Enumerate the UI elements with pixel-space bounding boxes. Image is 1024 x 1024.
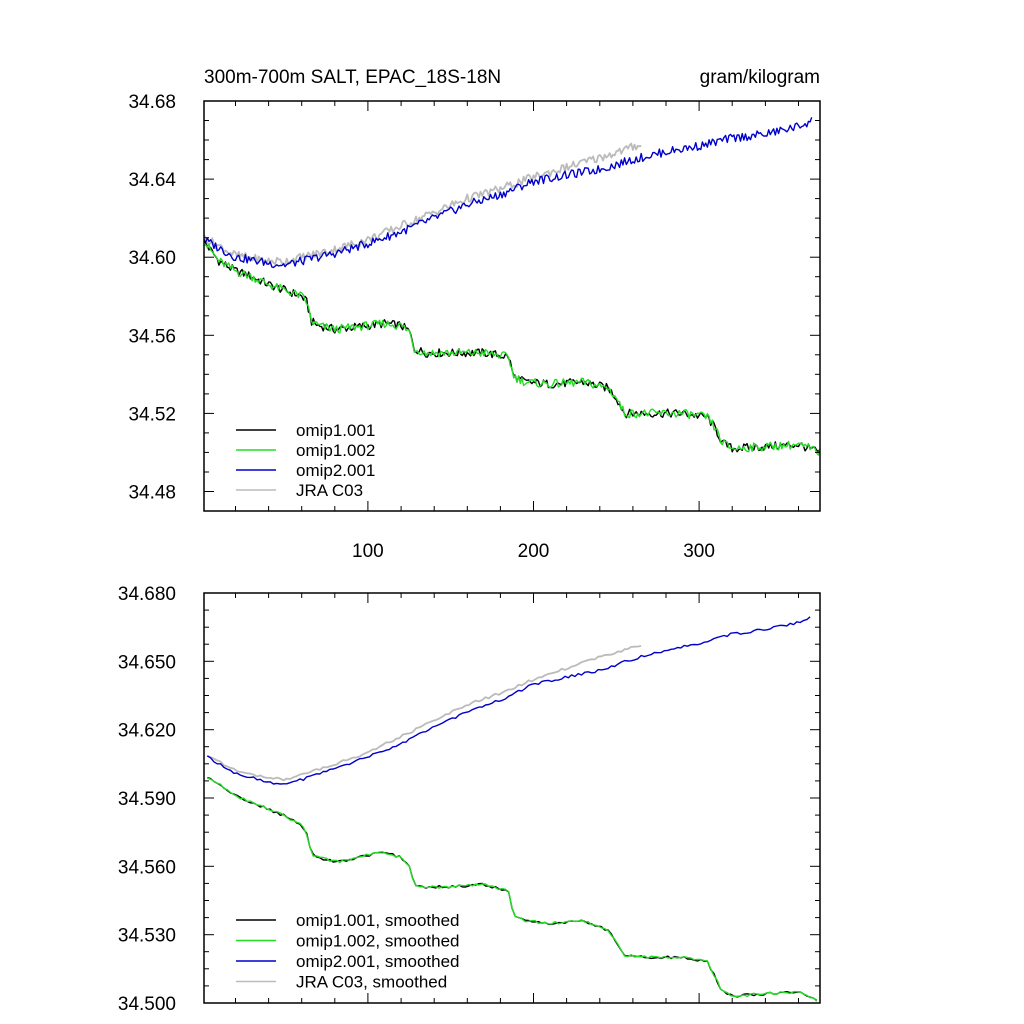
chart-title: 300m-700m SALT, EPAC_18S-18N [204, 67, 501, 88]
y-tick-label: 34.650 [118, 652, 176, 673]
y-tick-label: 34.590 [118, 789, 176, 810]
y-tick-label: 34.680 [118, 584, 176, 605]
legend-label: omip1.001 [296, 421, 375, 440]
bottom-axes: 34.500 34.530 34.560 34.590 34.620 34.650 34.6… [118, 584, 820, 1015]
series-line-2 [203, 243, 821, 456]
legend-label: omip1.002 [296, 441, 375, 460]
y-tick-label: 34.60 [128, 248, 176, 269]
y-tick-label: 34.500 [118, 994, 176, 1015]
y-tick-label: 34.560 [118, 857, 176, 878]
top-series-group [203, 117, 821, 456]
series-line-3 [206, 616, 811, 785]
y-tick-label: 34.48 [128, 483, 176, 504]
y-tick-label: 34.620 [118, 721, 176, 742]
units-label: gram/kilogram [700, 67, 820, 88]
top-axes: 34.48 34.52 34.56 34.60 34.64 34.68 100 200 300 [128, 92, 820, 562]
top-plot-frame [203, 100, 821, 512]
y-tick-label: 34.52 [128, 404, 176, 425]
bottom-series-group [206, 616, 818, 1002]
legend-label: JRA C03 [296, 481, 363, 500]
series-line-2 [207, 777, 818, 1002]
series-line-1 [203, 239, 821, 453]
top-panel: 300m-700m SALT, EPAC_18S-18N gram/kilogr… [128, 67, 821, 562]
legend-label: omip1.002, smoothed [296, 932, 460, 951]
x-tick-label: 300 [683, 541, 715, 562]
y-tick-label: 34.530 [118, 926, 176, 947]
x-tick-label: 200 [518, 541, 550, 562]
y-tick-label: 34.56 [128, 326, 176, 347]
legend-label: JRA C03, smoothed [296, 973, 447, 992]
y-tick-label: 34.68 [128, 92, 176, 113]
bottom-panel: 34.500 34.530 34.560 34.590 34.620 34.650 34.6… [118, 584, 821, 1015]
y-tick-label: 34.64 [128, 170, 176, 191]
bottom-plot-frame [203, 592, 821, 1004]
legend-label: omip1.001, smoothed [296, 911, 460, 930]
legend-label: omip2.001, smoothed [296, 952, 460, 971]
series-line-3 [203, 117, 813, 269]
series-line-4 [203, 142, 642, 266]
x-tick-label: 100 [352, 541, 384, 562]
legend-label: omip2.001 [296, 461, 375, 480]
bottom-legend: omip1.001, smoothed omip1.002, smoothedom… [236, 911, 460, 992]
series-line-4 [206, 645, 642, 782]
